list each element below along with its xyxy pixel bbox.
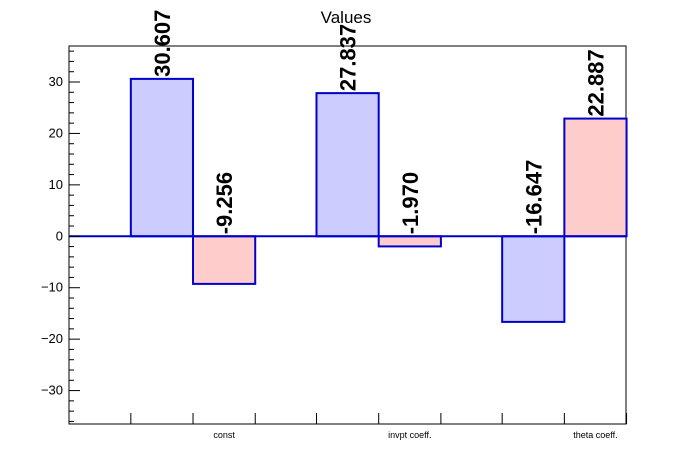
bar (192, 235, 257, 285)
y-tick-label: 30 (49, 74, 63, 89)
data-label: 22.887 (583, 49, 608, 116)
y-tick-label: −10 (41, 280, 63, 295)
x-category-label: const (213, 430, 235, 440)
bar (563, 117, 628, 238)
x-category-label: theta coeff. (573, 430, 617, 440)
labels-layer: 30.607 27.837 -16.647 -9.256 -1.970 22.887 (150, 10, 609, 235)
y-tick-label: −30 (41, 383, 63, 398)
bar (315, 92, 380, 238)
axis-layer: −30 −20 −10 0 10 20 30 const invpt coeff. theta c… (41, 50, 628, 440)
bars-layer (129, 77, 628, 323)
y-tick-label: −20 (41, 331, 63, 346)
bar (129, 77, 195, 238)
data-label: 27.837 (336, 24, 361, 91)
chart-title: Values (321, 8, 372, 27)
data-label: -9.256 (212, 172, 237, 234)
data-label: -1.970 (398, 172, 423, 234)
bar (377, 235, 442, 248)
y-tick-label: 10 (49, 177, 63, 192)
bar (501, 235, 566, 323)
data-label: 30.607 (150, 10, 175, 77)
y-tick-label: 0 (56, 228, 63, 243)
data-label: -16.647 (521, 160, 546, 235)
y-tick-label: 20 (49, 125, 63, 140)
x-category-label: invpt coeff. (388, 430, 431, 440)
